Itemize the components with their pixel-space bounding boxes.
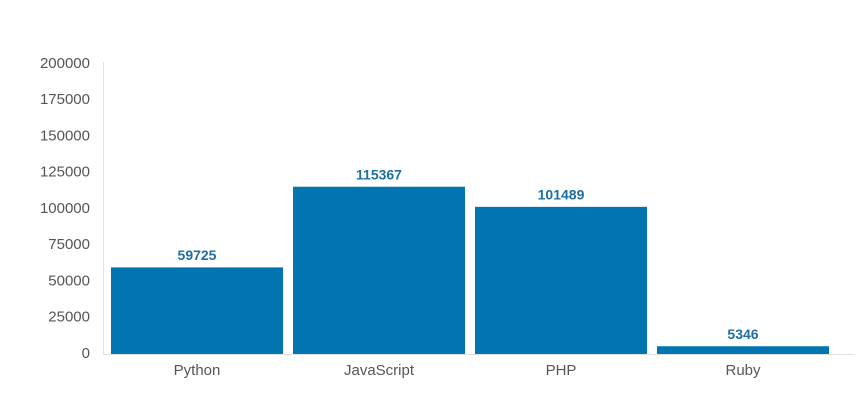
y-tick-label: 0: [82, 345, 90, 362]
bar: [293, 186, 465, 354]
value-label: 59725: [178, 247, 217, 263]
y-tick-label: 125000: [40, 164, 90, 181]
y-tick-label: 50000: [48, 272, 90, 289]
bar: [657, 346, 829, 354]
y-tick-label: 100000: [40, 200, 90, 217]
bar: [111, 267, 283, 354]
y-tick-label: 200000: [40, 55, 90, 72]
x-tick-label: Python: [174, 362, 221, 379]
y-tick-label: 75000: [48, 236, 90, 253]
value-label: 101489: [538, 187, 585, 203]
y-tick-label: 175000: [40, 91, 90, 108]
x-tick-label: PHP: [546, 362, 577, 379]
x-tick-label: JavaScript: [344, 362, 415, 379]
y-tick-label: 25000: [48, 309, 90, 326]
value-label: 115367: [356, 166, 402, 182]
value-label: 5346: [727, 326, 758, 342]
y-tick-label: 150000: [40, 127, 90, 144]
x-tick-label: Ruby: [725, 362, 761, 379]
bar: [475, 206, 647, 354]
